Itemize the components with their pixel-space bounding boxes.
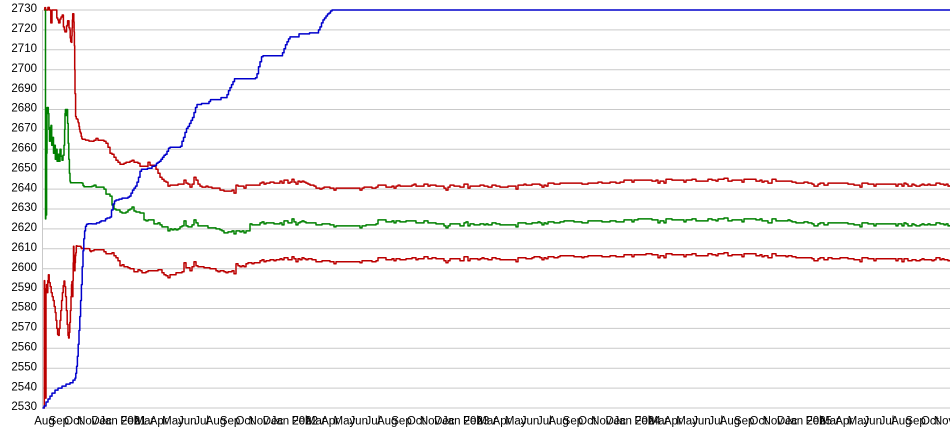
svg-text:Feb: Feb (634, 416, 654, 428)
svg-text:Nov: Nov (763, 416, 784, 428)
svg-text:2620: 2620 (11, 222, 37, 234)
svg-text:Sep: Sep (905, 416, 925, 428)
svg-text:Mar: Mar (477, 416, 497, 428)
svg-text:Mar: Mar (820, 416, 840, 428)
svg-text:May: May (162, 416, 184, 428)
svg-text:Aug: Aug (206, 416, 226, 428)
svg-text:Mar: Mar (135, 416, 155, 428)
svg-text:Dec: Dec (605, 416, 626, 428)
svg-text:Feb: Feb (463, 416, 483, 428)
svg-text:May: May (848, 416, 870, 428)
svg-text:Oct: Oct (235, 416, 254, 428)
svg-text:Jan 2024: Jan 2024 (613, 416, 661, 428)
svg-text:Sep: Sep (49, 416, 69, 428)
svg-text:Jan 2022: Jan 2022 (271, 416, 318, 428)
svg-text:2670: 2670 (11, 123, 37, 135)
svg-text:Jun: Jun (178, 416, 197, 428)
svg-text:Jul: Jul (880, 416, 895, 428)
svg-text:2600: 2600 (11, 262, 37, 274)
svg-text:Jul: Jul (366, 416, 381, 428)
svg-text:2710: 2710 (11, 43, 37, 55)
svg-text:Jun: Jun (692, 416, 711, 428)
svg-text:2560: 2560 (11, 342, 37, 354)
svg-text:Sep: Sep (220, 416, 240, 428)
svg-text:Apr: Apr (150, 416, 168, 428)
svg-text:Nov: Nov (77, 416, 98, 428)
svg-text:Jun: Jun (349, 416, 368, 428)
svg-text:Nov: Nov (934, 416, 950, 428)
svg-text:Jul: Jul (537, 416, 552, 428)
svg-text:Jul: Jul (708, 416, 723, 428)
svg-text:Feb: Feb (120, 416, 140, 428)
svg-text:2700: 2700 (11, 63, 37, 75)
svg-text:Sep: Sep (391, 416, 411, 428)
svg-text:2570: 2570 (11, 322, 37, 334)
svg-text:Apr: Apr (664, 416, 682, 428)
svg-text:Feb: Feb (806, 416, 826, 428)
svg-text:2610: 2610 (11, 242, 37, 254)
svg-text:Aug: Aug (548, 416, 568, 428)
svg-text:Jan 2023: Jan 2023 (442, 416, 489, 428)
svg-text:May: May (505, 416, 527, 428)
svg-text:Oct: Oct (921, 416, 940, 428)
svg-text:Oct: Oct (407, 416, 426, 428)
svg-text:2680: 2680 (11, 103, 37, 115)
svg-text:Apr: Apr (835, 416, 853, 428)
svg-text:Feb: Feb (292, 416, 312, 428)
svg-text:Aug: Aug (34, 416, 54, 428)
svg-text:2630: 2630 (11, 202, 37, 214)
svg-text:2690: 2690 (11, 83, 37, 95)
svg-text:Dec: Dec (91, 416, 112, 428)
svg-text:2730: 2730 (11, 3, 37, 15)
svg-text:Oct: Oct (578, 416, 597, 428)
svg-text:Dec: Dec (434, 416, 455, 428)
svg-text:Oct: Oct (64, 416, 83, 428)
svg-text:2720: 2720 (11, 23, 37, 35)
svg-text:Mar: Mar (306, 416, 326, 428)
svg-text:Aug: Aug (720, 416, 740, 428)
svg-text:Nov: Nov (591, 416, 612, 428)
svg-text:2590: 2590 (11, 282, 37, 294)
svg-text:Nov: Nov (248, 416, 269, 428)
svg-text:Jan 2025: Jan 2025 (785, 416, 832, 428)
svg-text:Jun: Jun (521, 416, 540, 428)
svg-text:Dec: Dec (263, 416, 284, 428)
svg-text:2550: 2550 (11, 361, 37, 373)
svg-text:2580: 2580 (11, 302, 37, 314)
svg-text:Dec: Dec (777, 416, 798, 428)
svg-text:2640: 2640 (11, 182, 37, 194)
svg-text:Nov: Nov (420, 416, 441, 428)
svg-text:2530: 2530 (11, 401, 37, 413)
svg-text:2650: 2650 (11, 162, 37, 174)
svg-text:Sep: Sep (563, 416, 583, 428)
svg-text:Sep: Sep (734, 416, 754, 428)
svg-text:Apr: Apr (321, 416, 339, 428)
svg-text:Jun: Jun (863, 416, 882, 428)
svg-text:Aug: Aug (891, 416, 911, 428)
svg-text:May: May (334, 416, 356, 428)
svg-text:2660: 2660 (11, 143, 37, 155)
svg-text:2540: 2540 (11, 381, 37, 393)
svg-text:Jul: Jul (194, 416, 209, 428)
svg-text:May: May (676, 416, 698, 428)
svg-text:Oct: Oct (750, 416, 769, 428)
svg-text:Jan 2021: Jan 2021 (99, 416, 146, 428)
svg-text:Apr: Apr (493, 416, 511, 428)
svg-text:Aug: Aug (377, 416, 397, 428)
svg-text:Mar: Mar (649, 416, 669, 428)
